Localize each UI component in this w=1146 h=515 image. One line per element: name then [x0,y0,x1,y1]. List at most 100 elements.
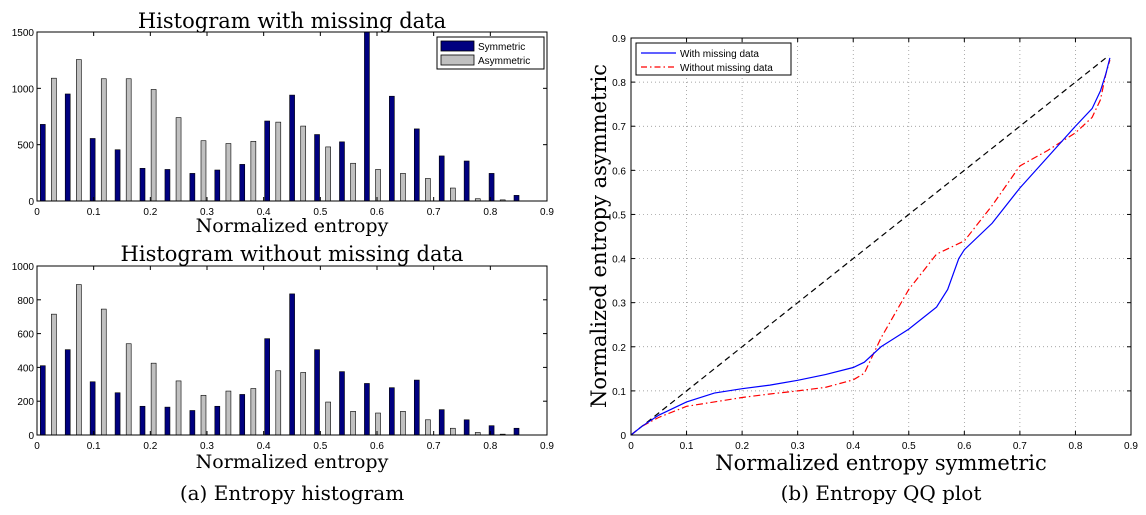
hist-with-missing-bar-asymmetric [175,117,182,202]
hist-without-missing-bar-asymmetric [300,372,307,436]
histogram-with-missing-title: Histogram with missing data [138,9,446,33]
legend-label-asymmetric: Asymmetric [478,56,530,67]
hist-with-missing-x-tick-label: 0.1 [87,207,101,218]
hist-with-missing-bar-symmetric [488,173,495,202]
hist-without-missing-x-tick-label: 0 [34,441,40,452]
hist-with-missing-bar-symmetric [389,95,395,202]
hist-without-missing-bar-asymmetric [125,343,132,436]
hist-with-missing-bar-symmetric [289,94,295,202]
hist-without-missing-y-tick-label: 1000 [12,262,35,273]
hist-with-missing-bar-symmetric [364,31,370,202]
qq-legend: With missing data Without missing data [635,42,792,76]
hist-without-missing-bar-symmetric [139,405,146,436]
hist-without-missing-y-tick-label: 800 [17,296,34,307]
hist-with-missing-bar-symmetric [314,134,320,202]
hist-with-missing-x-tick-label: 0.6 [370,207,384,218]
qq-y-tick-label: 0.6 [612,166,626,177]
hist-with-missing-x-tick-label: 0.7 [427,207,441,218]
qq-x-tick-label: 0.6 [957,441,971,452]
hist-with-missing-y-tick-label: 1500 [12,28,35,39]
hist-without-missing-bar-symmetric [164,406,171,436]
hist-without-missing-y-tick-label: 200 [17,397,34,408]
hist-without-missing-bar-symmetric [513,427,520,436]
hist-without-missing-bar-symmetric [339,371,345,436]
hist-without-missing-bar-asymmetric [51,313,57,436]
hist-with-missing-x-tick-label: 0.5 [313,207,327,218]
hist-without-missing-bar-symmetric [314,349,320,436]
hist-without-missing-bar-symmetric [39,365,46,436]
hist-without-missing-x-tick-label: 0.1 [87,441,101,452]
hist-with-missing-y-tick-label: 500 [17,141,34,152]
hist-with-missing-bar-asymmetric [300,125,307,202]
qq-axes-box [630,37,1132,436]
histogram-legend: Symmetric Asymmetric [436,36,545,70]
hist-with-missing-x-tick-label: 0 [34,207,40,218]
hist-with-missing-bar-asymmetric [425,178,431,202]
qq-x-tick-label: 0.2 [735,441,749,452]
histogram-without-missing-axes-box [36,265,548,436]
qq-y-tick-label: 0.8 [612,78,626,89]
hist-with-missing-bar-asymmetric [76,59,82,202]
hist-with-missing-bar-symmetric [463,160,470,202]
hist-without-missing-bar-asymmetric [375,412,381,436]
hist-without-missing-y-tick-label: 0 [28,431,34,442]
hist-without-missing-bar-symmetric [463,419,470,436]
hist-without-missing-bar-symmetric [364,383,370,436]
hist-without-missing-bar-asymmetric [400,411,406,436]
hist-with-missing-bar-symmetric [513,195,520,202]
qq-ylabel: Normalized entropy asymmetric [587,64,611,408]
qq-y-tick-label: 0.3 [612,299,626,310]
hist-with-missing-bar-symmetric [413,128,420,202]
hist-with-missing-bar-asymmetric [450,187,456,202]
histogram-with-missing-xlabel: Normalized entropy [196,215,389,237]
hist-with-missing-bar-symmetric [264,120,270,202]
hist-without-missing-x-tick-label: 0.7 [427,441,441,452]
qq-legend-label-with-missing: With missing data [680,49,759,60]
hist-without-missing-bar-asymmetric [76,284,82,436]
hist-with-missing-bar-asymmetric [325,146,331,202]
hist-with-missing-bar-symmetric [214,169,221,202]
qq-y-tick-label: 0.1 [612,387,626,398]
qq-y-tick-label: 0.7 [612,122,626,133]
qq-legend-label-without-missing: Without missing data [680,63,773,74]
qq-x-tick-label: 0.9 [1124,441,1138,452]
hist-with-missing-bar-asymmetric [400,173,406,202]
hist-with-missing-bar-symmetric [39,124,46,202]
qq-y-tick-label: 0.4 [612,255,626,266]
hist-without-missing-x-tick-label: 0.8 [483,441,497,452]
hist-with-missing-bar-symmetric [189,173,196,202]
caption-a: (a) Entropy histogram [180,481,404,505]
qq-line-reference-diagonal [630,55,1110,436]
hist-with-missing-bar-asymmetric [275,121,282,202]
hist-without-missing-bar-symmetric [64,349,71,436]
qq-legend-box [635,42,792,76]
hist-with-missing-x-tick-label: 0.9 [540,207,554,218]
hist-without-missing-y-tick-label: 600 [17,330,34,341]
hist-with-missing-bar-symmetric [89,138,96,202]
qq-x-tick-label: 0.4 [846,441,860,452]
hist-without-missing-bar-symmetric [89,381,96,436]
hist-with-missing-y-tick-label: 1000 [12,84,35,95]
qq-y-tick-label: 0.9 [612,34,626,45]
hist-with-missing-bar-asymmetric [250,140,257,202]
hist-with-missing-bar-symmetric [339,141,345,202]
hist-with-missing-bar-asymmetric [200,140,207,202]
hist-without-missing-bar-symmetric [114,392,121,436]
histogram-without-missing-title: Histogram without missing data [121,242,464,266]
hist-without-missing-bar-asymmetric [250,388,257,436]
hist-with-missing-bar-asymmetric [225,143,232,202]
hist-without-missing-bar-asymmetric [225,390,232,436]
qq-y-tick-label: 0.2 [612,343,626,354]
hist-with-missing-bar-symmetric [114,149,121,202]
hist-without-missing-bar-symmetric [289,293,295,436]
qq-x-tick-label: 0.5 [902,441,916,452]
legend-swatch-symmetric [440,40,475,52]
hist-with-missing-bar-symmetric [164,169,171,202]
hist-without-missing-bar-asymmetric [100,308,107,436]
hist-with-missing-bar-asymmetric [375,169,381,202]
hist-with-missing-y-tick-label: 0 [28,197,34,208]
qq-x-tick-label: 0.3 [791,441,805,452]
hist-with-missing-x-tick-label: 0.2 [143,207,157,218]
qq-x-tick-label: 0.7 [1013,441,1027,452]
